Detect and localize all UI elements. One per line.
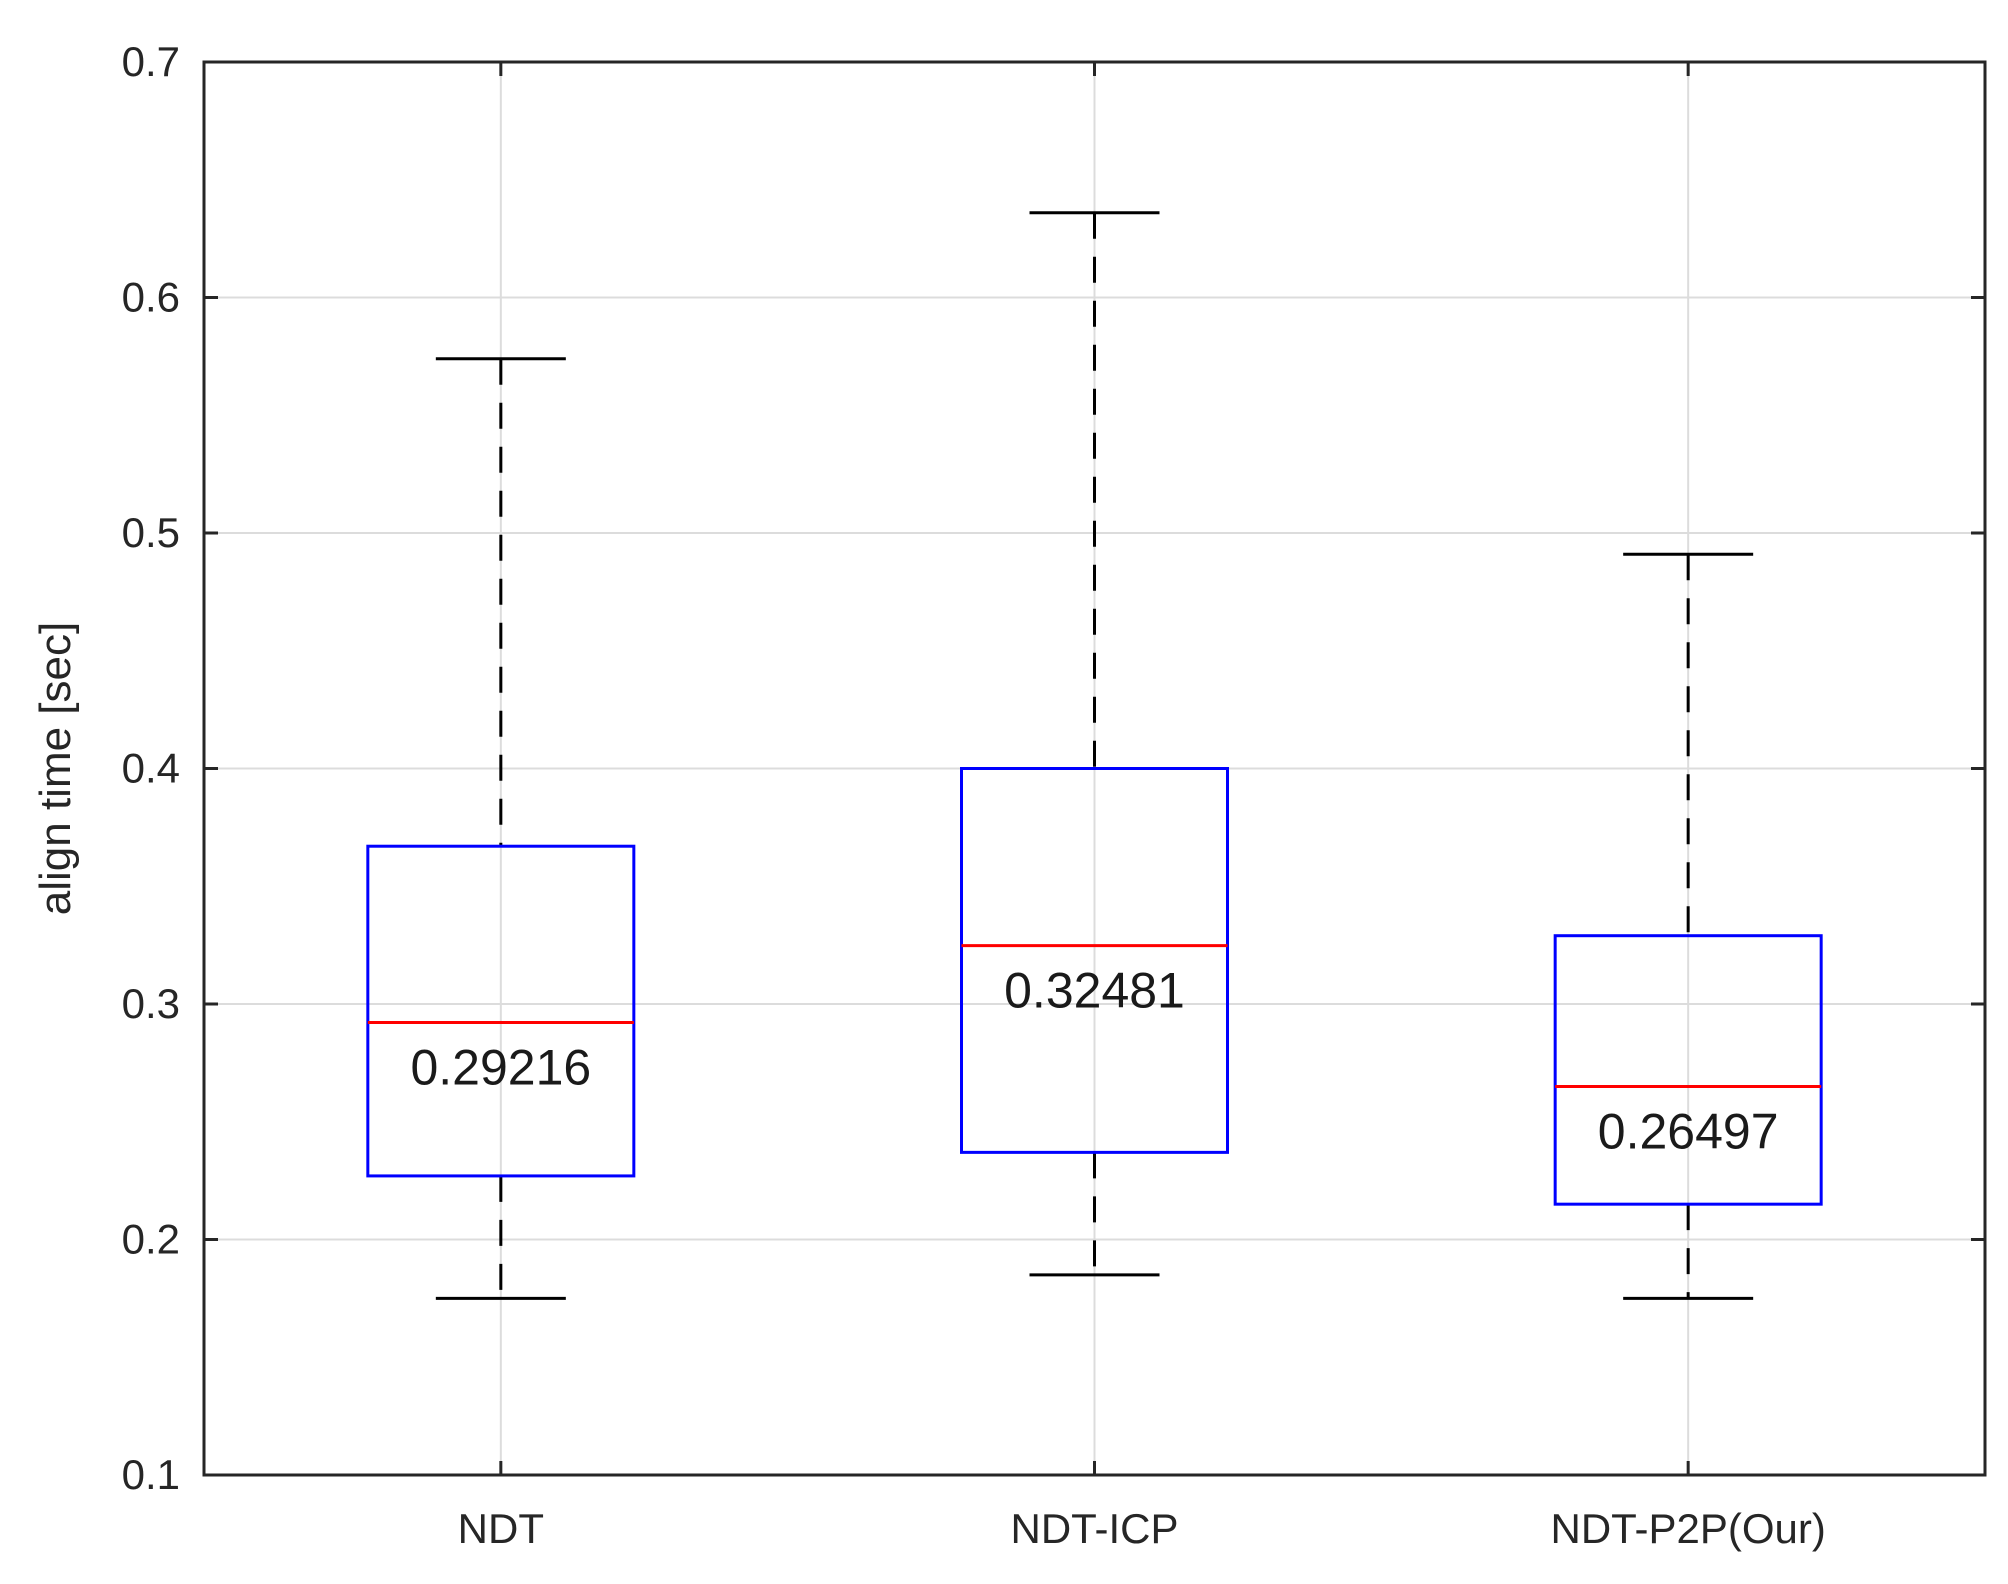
median-value-label: 0.29216	[410, 1039, 591, 1095]
box-group: 0.26497	[1553, 552, 1823, 1300]
median-value-label: 0.32481	[1004, 963, 1185, 1019]
median-value-label: 0.26497	[1598, 1103, 1779, 1159]
y-tick-label: 0.7	[122, 38, 180, 85]
y-tick-label: 0.2	[122, 1216, 180, 1263]
x-tick-label: NDT-P2P(Our)	[1550, 1505, 1825, 1552]
iqr-box	[1553, 934, 1823, 1206]
boxes: 0.29216 0.32481 0.26497	[366, 211, 1823, 1300]
y-tick-label: 0.1	[122, 1451, 180, 1498]
iqr-box	[366, 844, 636, 1178]
y-tick-label: 0.5	[122, 509, 180, 556]
y-tick-label: 0.3	[122, 980, 180, 1027]
box-group: 0.29216	[366, 357, 636, 1300]
y-tick-label: 0.6	[122, 274, 180, 321]
iqr-box	[960, 767, 1229, 1154]
x-tick-label: NDT-ICP	[1011, 1505, 1179, 1552]
box-group: 0.32481	[960, 211, 1229, 1277]
tick-labels: 0.1 0.2 0.3 0.4 0.5 0.6 0.7 NDT NDT-ICP NDT-P2P(O…	[122, 38, 1985, 1552]
y-axis-label: align time [sec]	[31, 622, 80, 915]
x-tick-label: NDT	[458, 1505, 544, 1552]
y-tick-label: 0.4	[122, 745, 180, 792]
